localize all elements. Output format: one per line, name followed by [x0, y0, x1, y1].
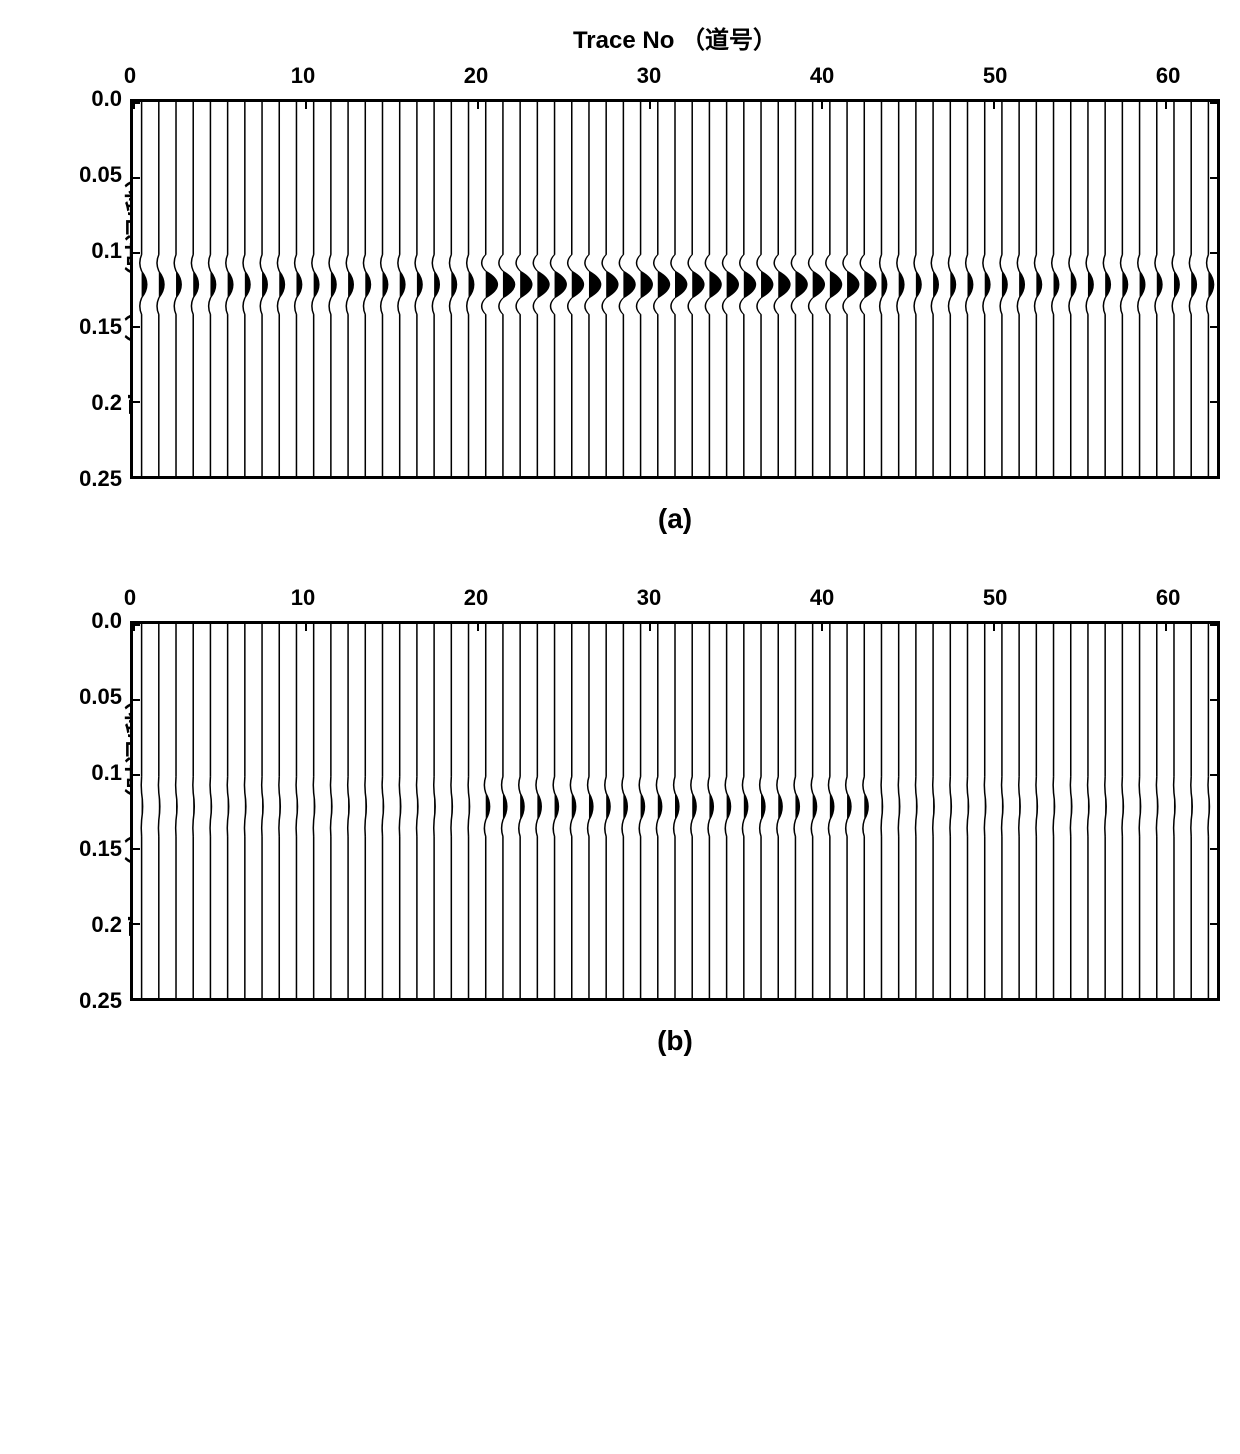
x-axis-ticks: 0102030405060	[130, 585, 1220, 621]
y-tick-label: 0.1	[91, 760, 122, 786]
y-tick-label: 0.2	[91, 390, 122, 416]
x-tick-label: 30	[637, 63, 661, 89]
seismic-wiggle-plot	[130, 99, 1220, 479]
y-tick-label: 0.0	[91, 608, 122, 634]
panel-b: 0102030405060Time（s） （时间/秒）0.00.050.10.1…	[20, 585, 1220, 1057]
y-tick-label: 0.25	[79, 466, 122, 492]
y-axis-ticks: 0.00.050.10.150.20.25	[20, 99, 130, 479]
x-tick-label: 60	[1156, 585, 1180, 611]
x-axis-ticks: 0102030405060	[130, 63, 1220, 99]
x-tick-label: 0	[124, 63, 136, 89]
y-tick-label: 0.05	[79, 684, 122, 710]
y-axis-ticks: 0.00.050.10.150.20.25	[20, 621, 130, 1001]
y-tick-label: 0.1	[91, 238, 122, 264]
plot-row: Time（s） （时间/秒）0.00.050.10.150.20.25	[20, 99, 1220, 479]
plot-row: Time（s） （时间/秒）0.00.050.10.150.20.25	[20, 621, 1220, 1001]
x-tick-label: 40	[810, 585, 834, 611]
y-tick-label: 0.15	[79, 836, 122, 862]
subplot-caption: (b)	[130, 1025, 1220, 1057]
y-tick-label: 0.2	[91, 912, 122, 938]
y-tick-label: 0.0	[91, 86, 122, 112]
x-tick-label: 50	[983, 585, 1007, 611]
x-axis-label: Trace No （道号）	[130, 20, 1220, 55]
subplot-caption: (a)	[130, 503, 1220, 535]
x-tick-label: 30	[637, 585, 661, 611]
seismic-wiggle-plot	[130, 621, 1220, 1001]
panel-a: Trace No （道号）0102030405060Time（s） （时间/秒）…	[20, 20, 1220, 535]
x-tick-label: 40	[810, 63, 834, 89]
seismic-figure: Trace No （道号）0102030405060Time（s） （时间/秒）…	[20, 20, 1220, 1057]
x-tick-label: 60	[1156, 63, 1180, 89]
x-tick-label: 50	[983, 63, 1007, 89]
x-tick-label: 0	[124, 585, 136, 611]
y-tick-label: 0.25	[79, 988, 122, 1014]
x-tick-label: 20	[464, 585, 488, 611]
y-tick-label: 0.05	[79, 162, 122, 188]
x-tick-label: 10	[291, 585, 315, 611]
x-tick-label: 10	[291, 63, 315, 89]
y-tick-label: 0.15	[79, 314, 122, 340]
x-tick-label: 20	[464, 63, 488, 89]
